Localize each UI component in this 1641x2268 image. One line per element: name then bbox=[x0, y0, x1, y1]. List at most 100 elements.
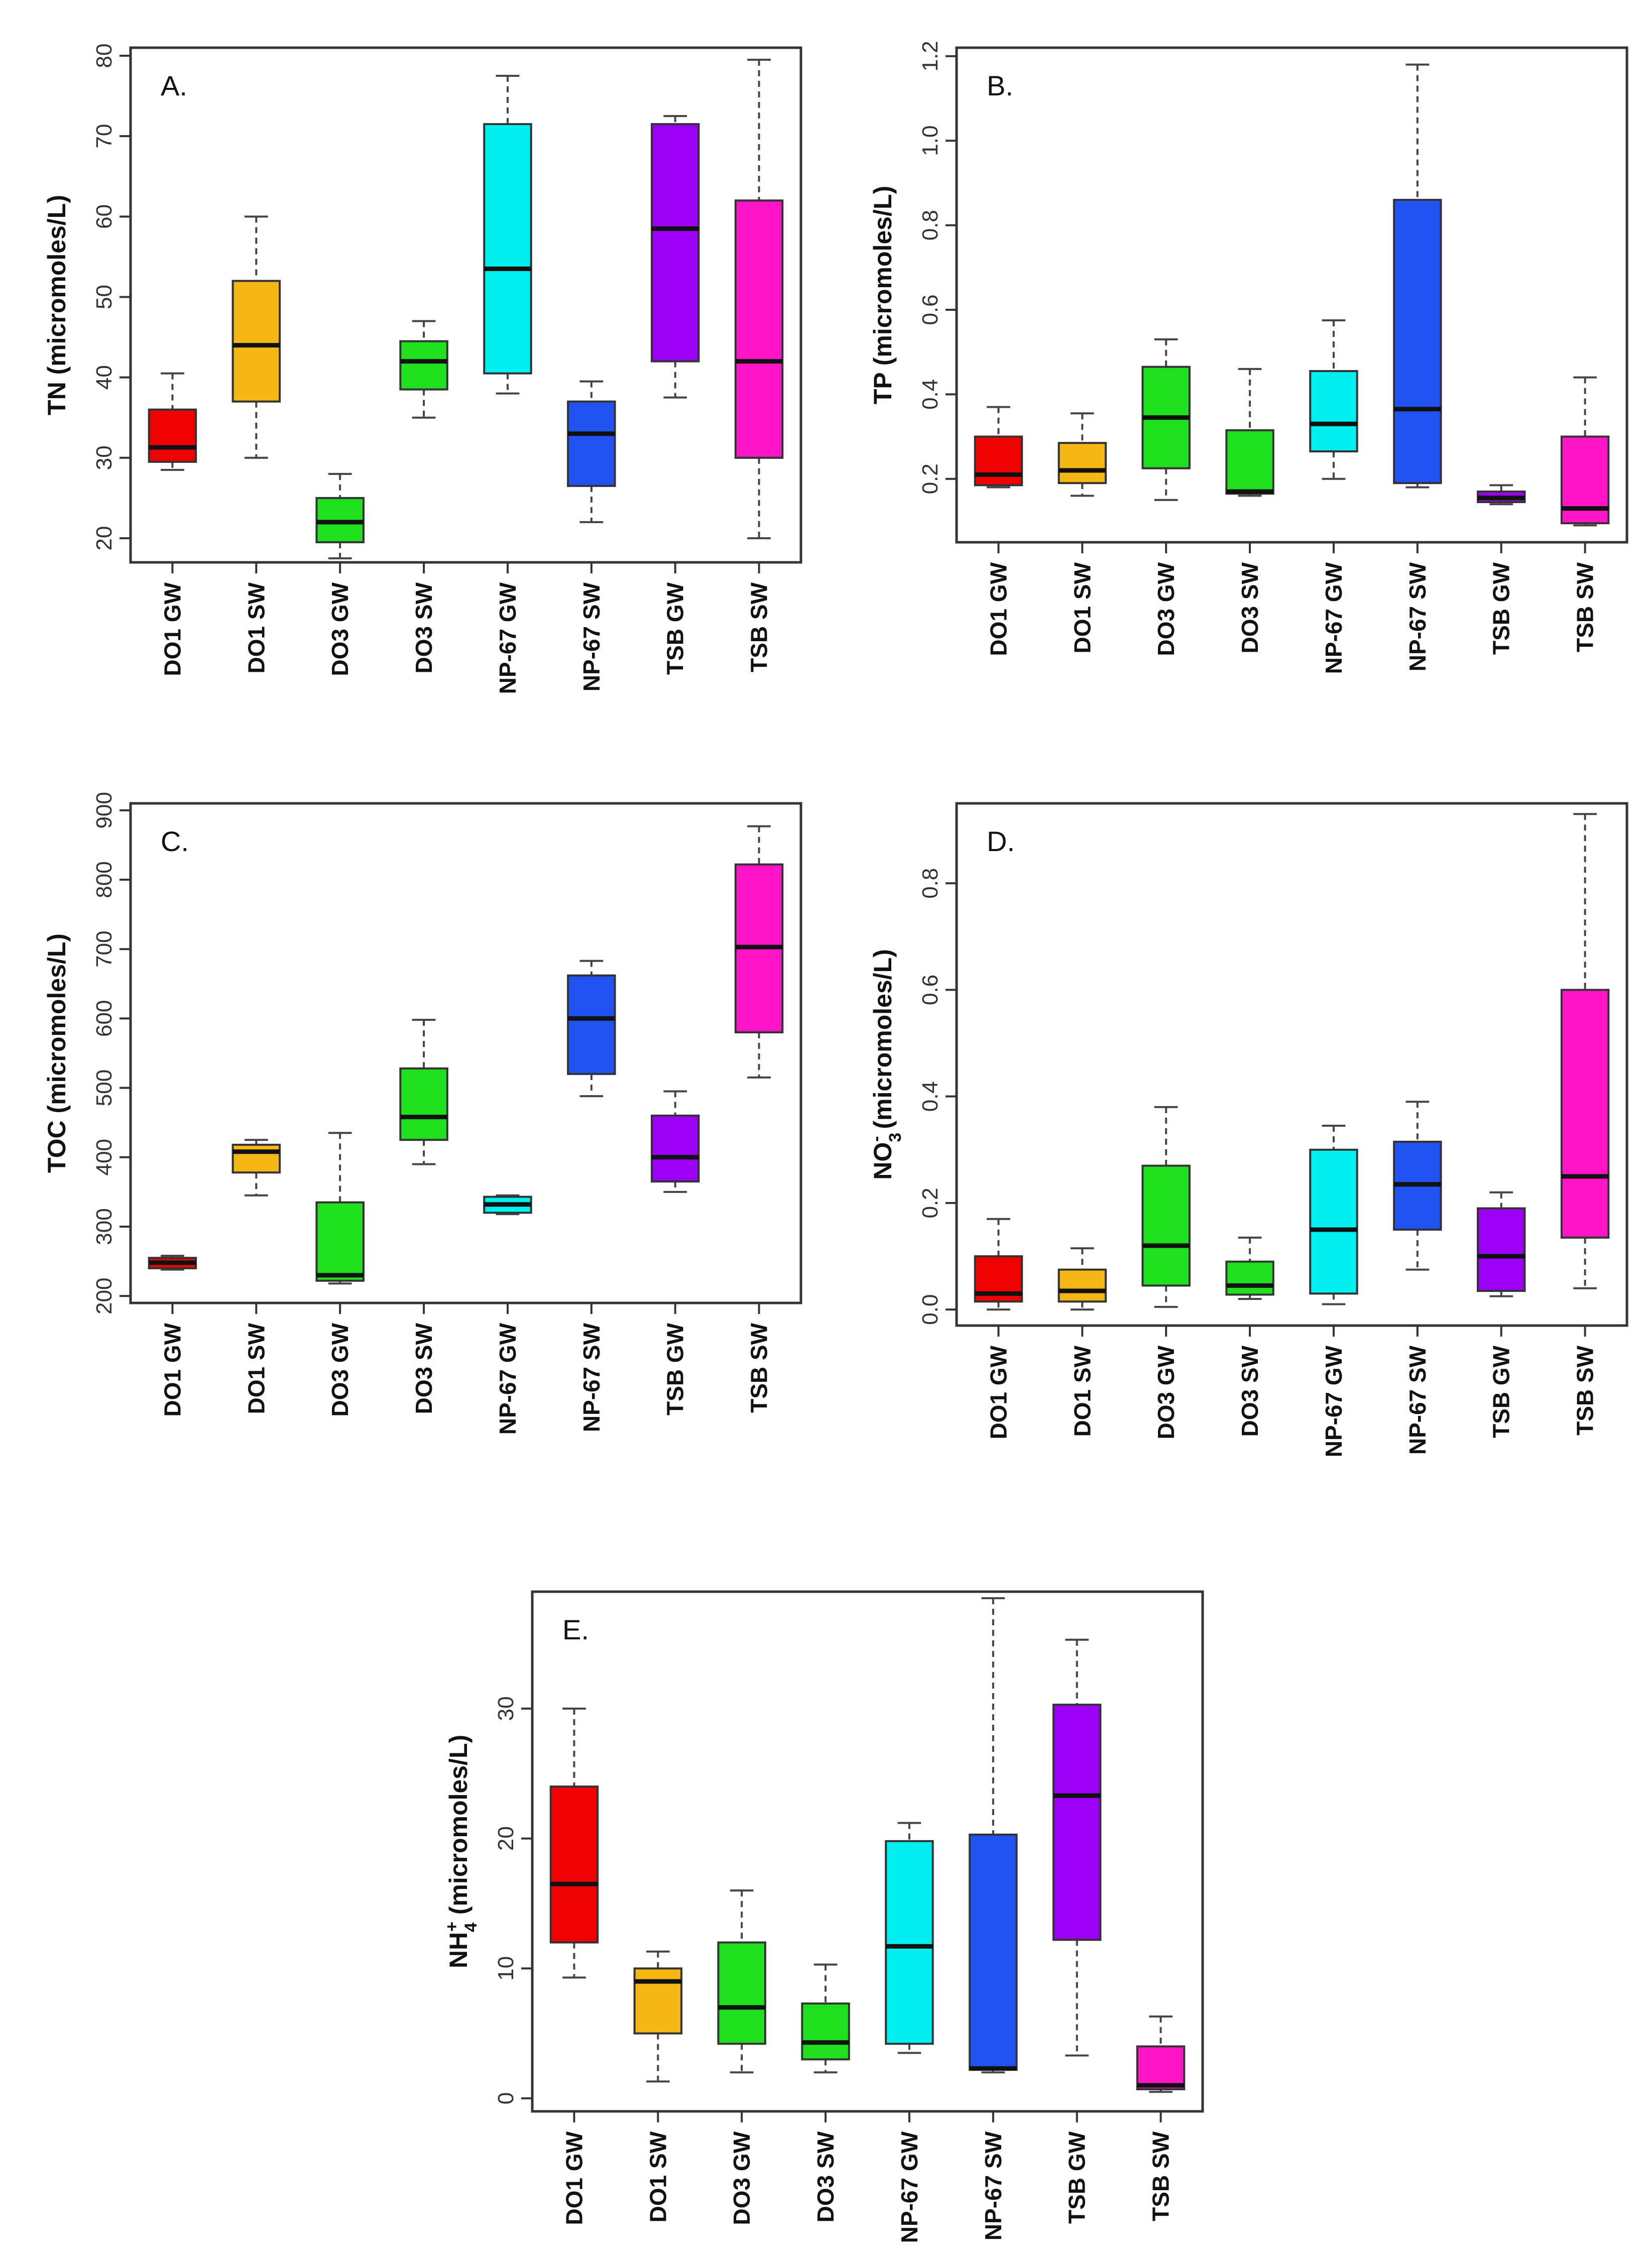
iqr-box bbox=[650, 1114, 700, 1183]
iqr-box bbox=[974, 435, 1023, 487]
panel-label: A. bbox=[161, 70, 187, 101]
y-tick-label: 0.8 bbox=[918, 868, 943, 899]
box-np-67-sw bbox=[567, 960, 616, 1098]
x-tick-label: DO1 SW bbox=[243, 582, 269, 673]
iqr-box bbox=[801, 2002, 850, 2061]
y-tick-label: 0.6 bbox=[918, 294, 943, 325]
box-do1-gw bbox=[974, 1218, 1023, 1311]
panel-d: D. 0.0 0.2 0.4 0.6 0.8 NO3- (micromoles/L) DO1 … bbox=[867, 802, 1628, 1457]
box-do3-gw bbox=[315, 472, 365, 559]
x-tick-label: TSB GW bbox=[1488, 562, 1514, 655]
y-tick-label: 200 bbox=[92, 1277, 116, 1314]
x-tick-label: DO1 GW bbox=[159, 582, 185, 676]
box-do3-sw bbox=[1225, 1236, 1274, 1300]
box-tsb-gw bbox=[650, 1090, 700, 1193]
box-tsb-sw bbox=[1560, 376, 1610, 527]
panel-e: E. 0 10 20 30 NH4+ (micromoles/L) DO1 GW DO1 SW… bbox=[442, 1590, 1204, 2243]
plot-frame bbox=[955, 802, 1628, 1327]
y-tick-label: 400 bbox=[92, 1139, 116, 1175]
box-do1-gw bbox=[549, 1707, 599, 1979]
y-tick-label: 0 bbox=[494, 2092, 518, 2104]
y-tick-label: 0.6 bbox=[918, 975, 943, 1005]
y-axis-label: NO3- (micromoles/L) bbox=[867, 949, 905, 1180]
iqr-box bbox=[1476, 1207, 1526, 1292]
box-do1-sw bbox=[231, 1139, 281, 1197]
iqr-box bbox=[1309, 370, 1358, 452]
y-tick-label: 50 bbox=[92, 285, 116, 309]
x-tick-label: DO3 SW bbox=[411, 582, 437, 673]
plot-frame bbox=[531, 1590, 1204, 2113]
x-tick-label: TSB SW bbox=[1572, 562, 1598, 652]
box-np-67-gw bbox=[483, 1194, 532, 1216]
y-tick-label: 1.2 bbox=[918, 41, 943, 71]
x-tick-label: TSB SW bbox=[746, 1323, 772, 1412]
iqr-box bbox=[399, 1067, 448, 1141]
iqr-box bbox=[1560, 989, 1610, 1239]
x-tick-label: DO1 GW bbox=[985, 562, 1011, 656]
iqr-box bbox=[969, 1833, 1018, 2071]
x-tick-label: TSB SW bbox=[1148, 2131, 1174, 2221]
iqr-box bbox=[885, 1840, 934, 2045]
x-tick-label: DO3 SW bbox=[1237, 562, 1263, 653]
box-do1-sw bbox=[231, 215, 281, 459]
iqr-box bbox=[399, 340, 448, 391]
iqr-box bbox=[567, 400, 616, 487]
x-tick-label: DO3 SW bbox=[411, 1323, 437, 1414]
box-do3-gw bbox=[1141, 1106, 1191, 1308]
box-np-67-gw bbox=[885, 1822, 934, 2054]
y-tick-label: 0.2 bbox=[918, 1187, 943, 1218]
box-do3-gw bbox=[1141, 338, 1191, 501]
y-tick-label: 300 bbox=[92, 1208, 116, 1245]
y-axis-label: TP (micromoles/L) bbox=[869, 186, 897, 404]
panel-label: C. bbox=[161, 825, 189, 857]
x-tick-label: NP-67 SW bbox=[578, 582, 605, 691]
y-tick-label: 20 bbox=[92, 526, 116, 550]
x-tick-label: NP-67 GW bbox=[896, 2131, 922, 2243]
y-tick-label: 0.4 bbox=[918, 1081, 943, 1112]
y-tick-label: 60 bbox=[92, 204, 116, 229]
iqr-box bbox=[1141, 1164, 1191, 1287]
plot-frame bbox=[129, 802, 802, 1304]
iqr-box bbox=[231, 280, 281, 403]
x-tick-label: DO3 GW bbox=[1153, 1345, 1179, 1439]
box-np-67-sw bbox=[969, 1597, 1018, 2074]
plot-frame bbox=[955, 46, 1628, 544]
x-tick-label: TSB SW bbox=[1572, 1345, 1598, 1435]
y-tick-label: 700 bbox=[92, 930, 116, 967]
y-axis-label: NH4+ (micromoles/L) bbox=[442, 1735, 481, 1968]
y-tick-label: 30 bbox=[92, 445, 116, 470]
box-do1-sw bbox=[633, 1950, 683, 2083]
box-do1-sw bbox=[1058, 412, 1107, 497]
x-tick-label: NP-67 GW bbox=[495, 1323, 521, 1435]
box-tsb-sw bbox=[734, 825, 784, 1079]
x-tick-label: NP-67 GW bbox=[495, 582, 521, 694]
x-tick-label: TSB GW bbox=[1488, 1345, 1514, 1438]
y-tick-label: 0.2 bbox=[918, 463, 943, 494]
y-tick-label: 800 bbox=[92, 861, 116, 898]
iqr-box bbox=[650, 123, 700, 363]
box-do1-gw bbox=[148, 372, 197, 471]
x-tick-label: DO1 GW bbox=[985, 1345, 1011, 1439]
y-tick-label: 40 bbox=[92, 365, 116, 390]
iqr-box bbox=[231, 1143, 281, 1174]
y-tick-label: 1.0 bbox=[918, 126, 943, 156]
x-tick-label: NP-67 SW bbox=[980, 2131, 1006, 2240]
y-tick-label: 10 bbox=[494, 1956, 518, 1981]
y-tick-label: 30 bbox=[494, 1696, 518, 1721]
box-np-67-sw bbox=[1393, 1101, 1442, 1271]
x-tick-label: DO1 SW bbox=[645, 2131, 671, 2222]
box-do1-gw bbox=[148, 1255, 197, 1271]
x-tick-label: NP-67 GW bbox=[1321, 562, 1347, 674]
box-do3-sw bbox=[399, 320, 448, 419]
box-np-67-sw bbox=[567, 380, 616, 523]
iqr-box bbox=[734, 199, 784, 459]
y-tick-label: 0.8 bbox=[918, 210, 943, 241]
y-tick-label: 600 bbox=[92, 1000, 116, 1037]
x-tick-label: NP-67 SW bbox=[1404, 1345, 1431, 1455]
box-tsb-gw bbox=[1052, 1638, 1102, 2057]
panel-label: E. bbox=[562, 1614, 589, 1645]
x-tick-label: TSB GW bbox=[662, 1323, 688, 1415]
y-axis-label: TOC (micromoles/L) bbox=[43, 933, 71, 1173]
x-tick-label: NP-67 SW bbox=[1404, 562, 1431, 671]
